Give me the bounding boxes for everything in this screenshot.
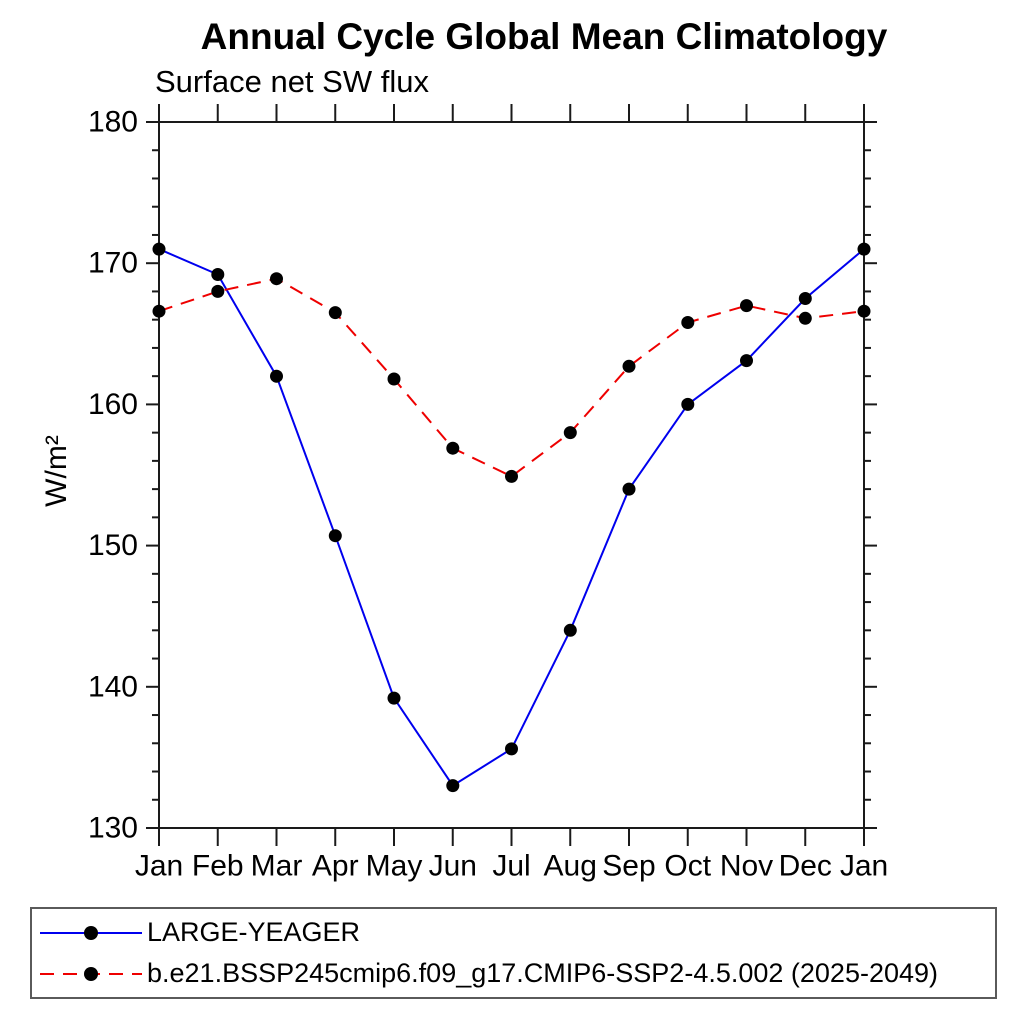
- y-tick-label: 140: [88, 670, 138, 703]
- data-point-marker: [798, 311, 812, 325]
- x-tick-label: Nov: [720, 850, 773, 883]
- x-tick-label: Aug: [544, 850, 597, 883]
- chart-subtitle: Surface net SW flux: [155, 64, 429, 99]
- data-point-marker: [211, 268, 225, 281]
- x-tick-label: May: [366, 850, 423, 883]
- data-point-marker: [622, 359, 636, 373]
- data-point-marker: [681, 397, 695, 411]
- data-point-marker: [740, 299, 753, 313]
- data-point-marker: [270, 369, 283, 383]
- y-tick-label: 170: [88, 247, 138, 280]
- legend-row-ssp245: b.e21.BSSP245cmip6.f09_g17.CMIP6-SSP2-4.…: [38, 953, 995, 994]
- legend-sample-dashed-line-icon: [40, 966, 142, 981]
- series-line-ssp245: [158, 277, 865, 478]
- data-point-marker: [446, 441, 460, 455]
- data-point-marker: [740, 354, 753, 368]
- x-tick-label: Jan: [840, 850, 888, 883]
- series-line-large-yeager: [158, 248, 865, 787]
- y-tick-label: 180: [88, 106, 138, 139]
- legend-row-large-yeager: LARGE-YEAGER: [38, 912, 995, 953]
- data-point-marker: [152, 304, 166, 318]
- x-tick-label: Jun: [429, 850, 477, 883]
- chart-title: Annual Cycle Global Mean Climatology: [200, 16, 888, 57]
- data-point-marker: [563, 426, 577, 440]
- data-point-marker: [857, 304, 871, 318]
- data-point-marker: [505, 469, 518, 483]
- data-point-marker: [681, 316, 695, 329]
- legend-sample-solid-line-icon: [40, 925, 142, 940]
- y-tick-label: 130: [88, 812, 138, 845]
- data-point-marker: [505, 742, 518, 756]
- data-point-marker: [328, 306, 342, 320]
- data-point-marker: [270, 272, 283, 286]
- data-point-marker: [798, 292, 812, 305]
- data-point-marker: [446, 779, 460, 793]
- data-point-marker: [622, 482, 636, 496]
- x-tick-label: Jan: [135, 850, 183, 883]
- x-tick-label: Apr: [312, 850, 359, 883]
- x-tick-label: Oct: [664, 850, 711, 883]
- x-tick-label: Feb: [192, 850, 244, 883]
- x-tick-label: Jul: [492, 850, 530, 883]
- y-tick-label: 150: [88, 529, 138, 562]
- data-point-marker: [211, 284, 225, 298]
- data-point-marker: [387, 691, 401, 705]
- x-tick-label: Dec: [779, 850, 832, 883]
- y-tick-label: 160: [88, 388, 138, 421]
- data-point-marker: [328, 529, 342, 543]
- legend: LARGE-YEAGER b.e21.BSSP245cmip6.f09_g17.…: [30, 907, 997, 999]
- data-point-marker: [857, 242, 871, 256]
- legend-label: b.e21.BSSP245cmip6.f09_g17.CMIP6-SSP2-4.…: [147, 958, 939, 988]
- x-tick-label: Mar: [251, 850, 303, 883]
- data-point-marker: [387, 372, 401, 386]
- legend-label: LARGE-YEAGER: [147, 917, 361, 947]
- data-point-marker: [152, 242, 166, 256]
- data-point-marker: [563, 623, 577, 637]
- x-tick-label: Sep: [602, 850, 655, 883]
